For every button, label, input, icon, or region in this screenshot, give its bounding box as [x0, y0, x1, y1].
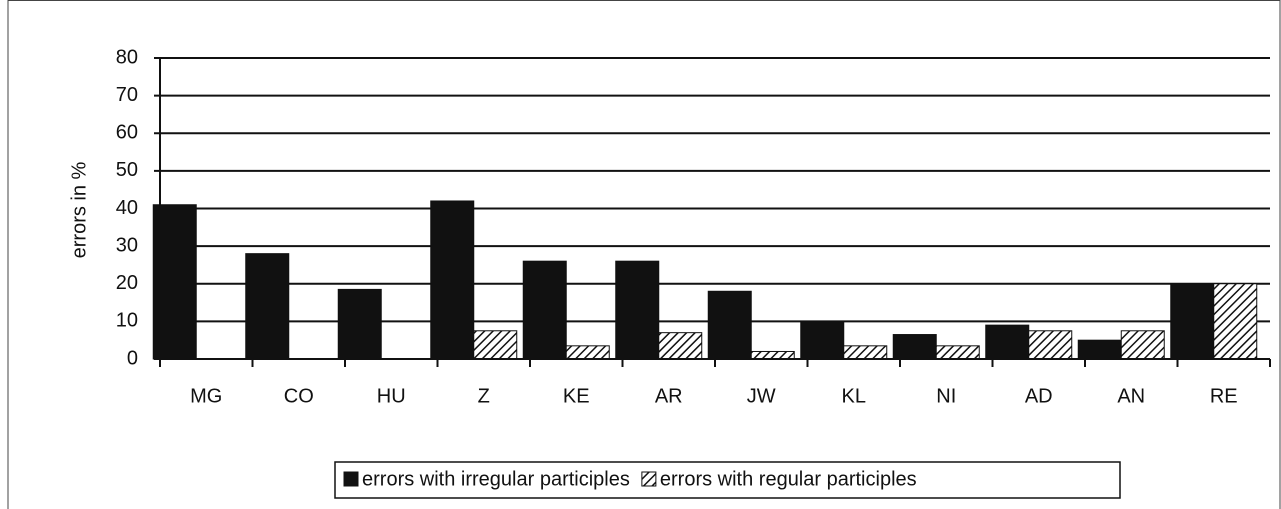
- x-tick-label: AN: [1117, 385, 1145, 407]
- bar: [985, 324, 1030, 360]
- bar: [615, 260, 660, 360]
- y-tick-label: 0: [127, 347, 138, 369]
- bar: [843, 345, 888, 360]
- x-tick-label: KE: [563, 385, 590, 407]
- y-tick-label: 70: [116, 84, 138, 106]
- y-tick-label: 10: [116, 310, 138, 332]
- y-axis-title: errors in %: [68, 161, 90, 258]
- bar: [565, 345, 610, 360]
- bar: [750, 350, 795, 360]
- bar: [1028, 330, 1073, 360]
- legend-label: errors with irregular participles: [362, 468, 630, 490]
- bar: [707, 290, 752, 360]
- bar: [473, 330, 518, 360]
- x-tick-label: RE: [1210, 385, 1238, 407]
- bar: [522, 260, 567, 360]
- y-tick-label: 50: [116, 159, 138, 181]
- x-tick-label: Z: [478, 385, 490, 407]
- x-tick-label: NI: [936, 385, 956, 407]
- bar: [1170, 283, 1215, 360]
- bar: [892, 334, 937, 360]
- x-tick-label: AR: [655, 385, 683, 407]
- x-tick-label: KL: [842, 385, 866, 407]
- x-tick-label: JW: [747, 385, 776, 407]
- bar: [658, 332, 703, 360]
- x-tick-label: AD: [1025, 385, 1053, 407]
- y-tick-label: 20: [116, 272, 138, 294]
- legend: [334, 461, 1121, 499]
- bar: [1213, 283, 1258, 360]
- y-tick-label: 40: [116, 197, 138, 219]
- bar: [152, 204, 197, 360]
- x-tick-label: CO: [284, 385, 314, 407]
- legend-swatch: [641, 471, 657, 487]
- bar: [430, 200, 475, 360]
- bar: [800, 320, 845, 360]
- bar: [1120, 330, 1165, 360]
- x-tick-label: HU: [377, 385, 406, 407]
- x-tick-label: MG: [190, 385, 222, 407]
- legend-swatch: [343, 471, 359, 487]
- bar: [245, 253, 290, 360]
- bar: [337, 288, 382, 360]
- bar: [1077, 339, 1122, 360]
- y-tick-label: 30: [116, 234, 138, 256]
- frame: [7, 0, 1281, 509]
- bar: [935, 345, 980, 360]
- y-tick-label: 60: [116, 122, 138, 144]
- legend-label: errors with regular participles: [660, 468, 917, 490]
- y-tick-label: 80: [116, 46, 138, 68]
